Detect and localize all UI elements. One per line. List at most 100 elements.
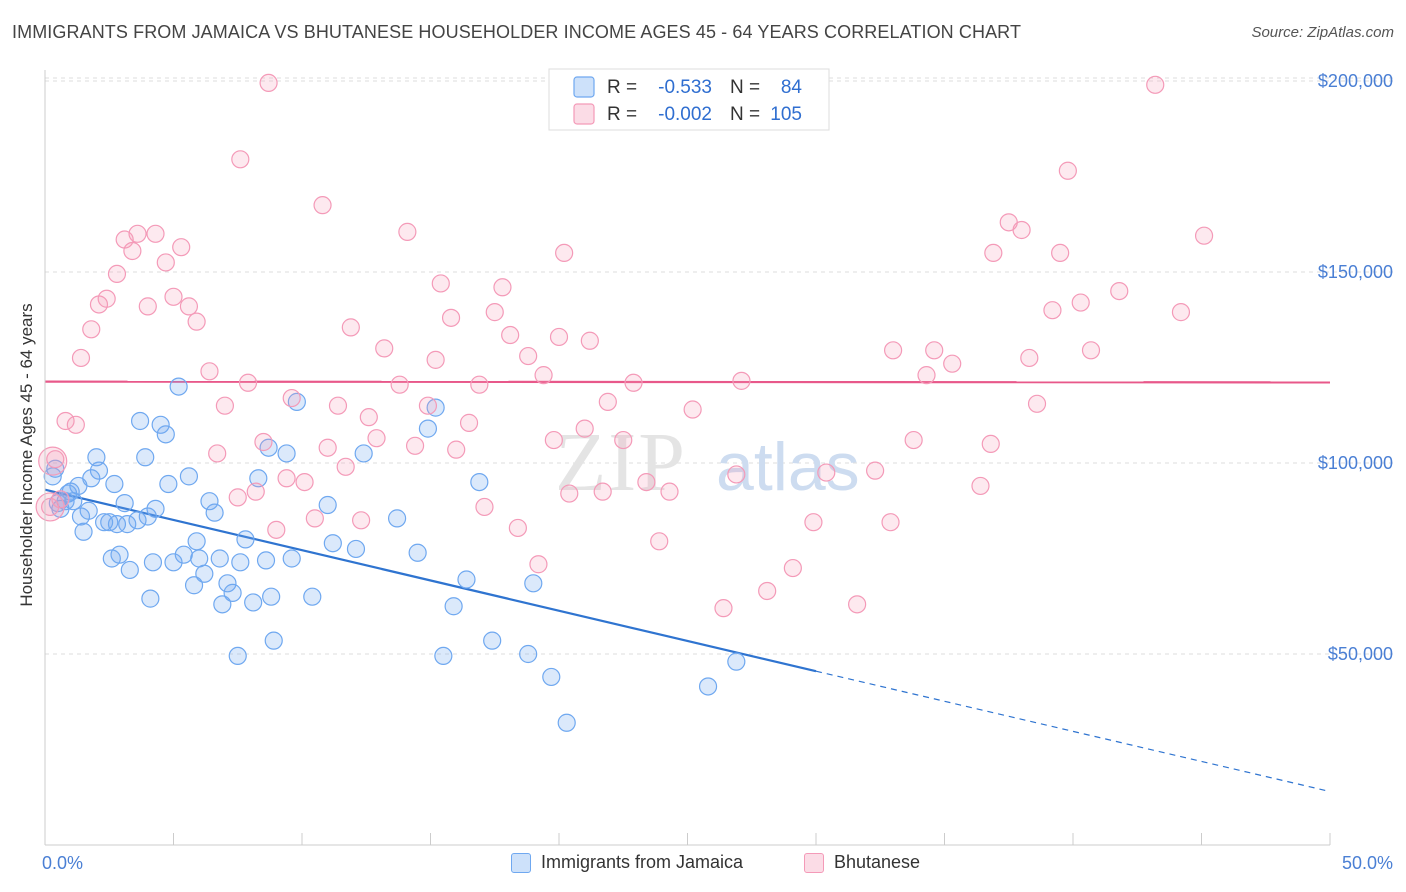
point-bhutanese [228, 488, 247, 507]
point-bhutanese [447, 440, 466, 459]
trend-line-jamaica-projected [815, 670, 1331, 793]
point-jamaica [210, 549, 229, 568]
point-jamaica [318, 495, 337, 515]
point-jamaica [118, 515, 137, 534]
point-jamaica [483, 631, 502, 650]
point-jamaica [434, 646, 453, 666]
point-jamaica [277, 444, 296, 463]
point-bhutanese [804, 513, 823, 532]
point-jamaica [82, 469, 101, 488]
point-bhutanese [238, 373, 258, 392]
point-bhutanese [714, 599, 733, 618]
point-bhutanese [866, 461, 885, 480]
point-bhutanese [107, 264, 127, 284]
point-jamaica [457, 570, 476, 589]
point-bhutanese [493, 278, 512, 297]
point-bhutanese [593, 482, 612, 501]
point-bhutanese [519, 346, 538, 366]
point-jamaica [128, 511, 147, 530]
point-jamaica [262, 587, 281, 606]
point-bhutanese [470, 375, 489, 394]
point-bhutanese [758, 581, 777, 601]
legend-item-bhutanese[interactable]: Bhutanese [804, 852, 920, 873]
point-bhutanese [598, 392, 617, 411]
point-jamaica [130, 411, 150, 431]
legend-label-bhutanese: Bhutanese [834, 852, 921, 872]
point-bhutanese [1171, 303, 1191, 322]
point-bhutanese [549, 327, 569, 347]
legend-r-value: -0.533 [658, 77, 712, 98]
point-jamaica [190, 549, 209, 568]
point-bhutanese [46, 450, 65, 469]
point-bhutanese [405, 436, 425, 455]
point-bhutanese [1194, 226, 1214, 245]
point-jamaica [156, 425, 175, 444]
point-bhutanese [485, 303, 504, 322]
point-jamaica [187, 532, 206, 551]
point-bhutanese [156, 253, 175, 272]
legend-swatch-bhutanese-r [573, 103, 595, 125]
point-bhutanese [56, 411, 75, 431]
point-bhutanese [305, 509, 324, 528]
point-bhutanese [1012, 220, 1031, 240]
point-bhutanese [1110, 282, 1129, 301]
point-jamaica [444, 597, 463, 616]
point-bhutanese [277, 469, 296, 488]
legend-item-jamaica[interactable]: Immigrants from Jamaica [511, 852, 743, 873]
point-jamaica [174, 545, 193, 564]
point-bhutanese [38, 446, 68, 476]
point-bhutanese [650, 532, 669, 551]
point-bhutanese [431, 274, 450, 293]
point-bhutanese [614, 430, 633, 450]
point-jamaica [387, 509, 407, 528]
point-bhutanese [97, 289, 116, 308]
point-bhutanese [282, 388, 301, 408]
legend-r-value: -0.002 [658, 104, 712, 125]
point-bhutanese [267, 520, 286, 539]
point-bhutanese [624, 373, 643, 392]
legend-n-value: 105 [770, 104, 802, 125]
point-bhutanese [683, 400, 702, 419]
point-jamaica [105, 474, 124, 494]
point-jamaica [698, 677, 718, 696]
point-jamaica [120, 560, 139, 580]
point-bhutanese [128, 224, 147, 243]
point-bhutanese [555, 243, 574, 262]
point-jamaica [259, 438, 278, 457]
point-bhutanese [1027, 394, 1047, 413]
point-jamaica [223, 583, 242, 602]
point-jamaica [236, 530, 255, 549]
point-jamaica [205, 503, 224, 522]
point-bhutanese [398, 222, 417, 241]
point-bhutanese [508, 518, 527, 538]
point-bhutanese [359, 408, 378, 427]
point-jamaica [115, 494, 134, 513]
point-jamaica [151, 415, 170, 434]
legend-n-value: 84 [781, 77, 803, 98]
legend-box [548, 68, 830, 131]
point-bhutanese [328, 396, 348, 415]
point-jamaica [213, 595, 232, 614]
y-axis-label: Householder Income Ages 45 - 64 years [17, 303, 36, 607]
point-jamaica [470, 473, 489, 492]
chart-title: IMMIGRANTS FROM JAMAICA VS BHUTANESE HOU… [12, 22, 1022, 42]
point-jamaica [74, 522, 93, 541]
point-jamaica [557, 713, 576, 732]
point-bhutanese [246, 482, 265, 501]
legend-n-label: N = [730, 77, 760, 98]
point-bhutanese [981, 434, 1000, 453]
point-bhutanese [146, 224, 165, 243]
point-jamaica [87, 448, 106, 467]
point-bhutanese [501, 325, 520, 345]
point-bhutanese [580, 331, 599, 350]
x-tick-label-min: 0.0% [42, 853, 83, 873]
y-tick-label: $200,000 [1318, 71, 1393, 91]
point-bhutanese [984, 243, 1003, 262]
point-jamaica [164, 553, 183, 572]
point-bhutanese [367, 429, 386, 448]
point-bhutanese [783, 558, 802, 578]
point-bhutanese [341, 318, 360, 337]
point-bhutanese [1043, 301, 1062, 320]
point-bhutanese [637, 473, 656, 492]
